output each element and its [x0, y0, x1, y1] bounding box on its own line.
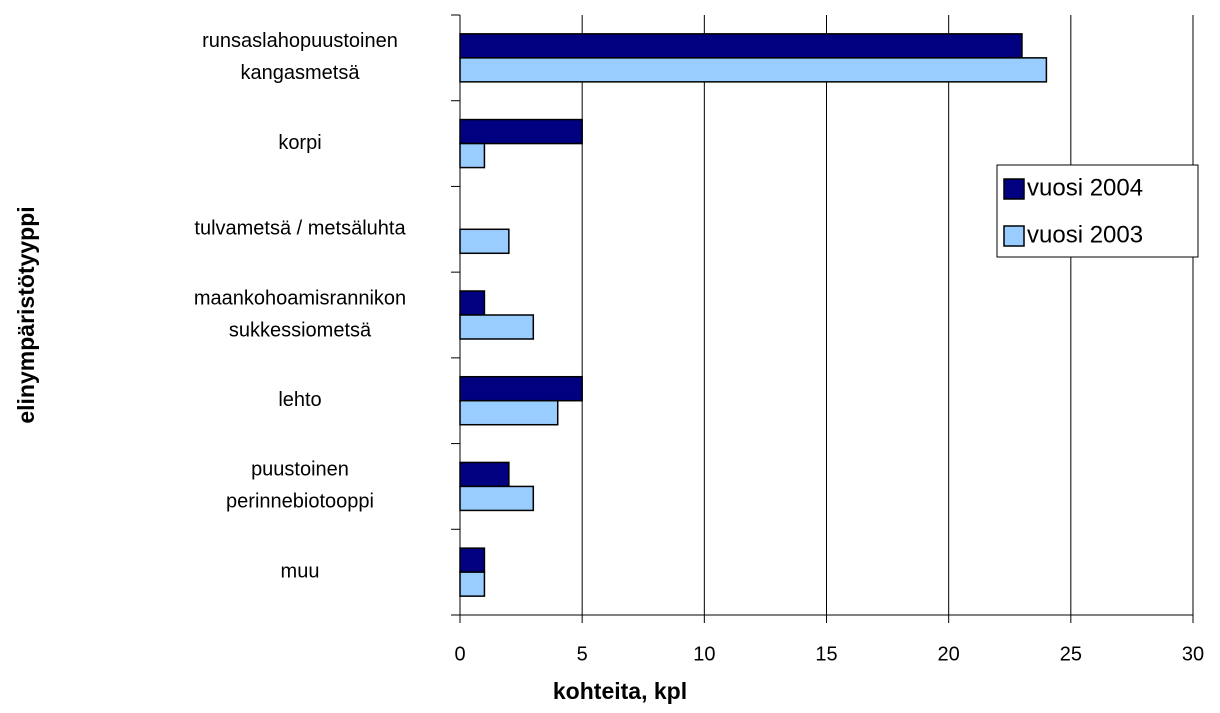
y-tick-label: korpi — [278, 132, 321, 154]
x-tick-label: 25 — [1060, 643, 1082, 665]
y-axis-title: elinympäristötyyppi — [13, 206, 39, 423]
bar — [459, 571, 486, 597]
bar — [459, 142, 486, 169]
y-tick-label: puustoinen — [251, 459, 349, 481]
x-tick-label: 10 — [693, 643, 715, 665]
y-tick-label: muu — [281, 560, 320, 582]
y-tick-label: tulvametsä / metsäluhta — [194, 218, 406, 240]
bar — [459, 314, 535, 340]
y-tick-label: lehto — [278, 389, 321, 411]
bar — [459, 33, 1023, 59]
bar — [459, 228, 510, 255]
y-tick-label: kangasmetsä — [241, 62, 361, 84]
legend-box — [996, 164, 1199, 258]
legend-swatch — [1003, 178, 1025, 200]
legend-label: vuosi 2004 — [1027, 174, 1143, 201]
bar — [459, 118, 583, 145]
bar — [459, 461, 510, 488]
bar — [459, 547, 486, 573]
y-tick-label: runsaslahopuustoinen — [202, 30, 398, 52]
x-axis-title: kohteita, kpl — [553, 678, 687, 704]
y-tick-label: maankohoamisrannikon — [194, 287, 406, 309]
y-tick-label: sukkessiometsä — [229, 319, 372, 341]
bar — [459, 375, 583, 402]
legend-swatch — [1003, 225, 1025, 247]
y-tick-label: perinnebiotooppi — [226, 491, 374, 513]
legend-label: vuosi 2003 — [1027, 221, 1143, 248]
x-tick-label: 20 — [938, 643, 960, 665]
bar — [459, 485, 535, 512]
x-tick-label: 30 — [1182, 643, 1204, 665]
x-tick-label: 5 — [577, 643, 588, 665]
bar — [459, 57, 1048, 83]
bar — [459, 290, 486, 316]
x-tick-label: 0 — [454, 643, 465, 665]
bar — [459, 399, 559, 426]
x-tick-label: 15 — [815, 643, 837, 665]
